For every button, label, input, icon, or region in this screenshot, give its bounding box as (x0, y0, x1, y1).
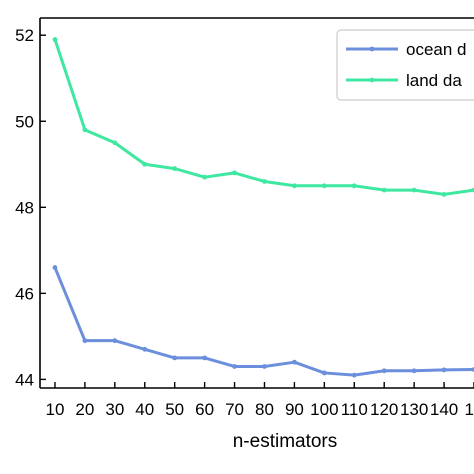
x-tick-label: 140 (430, 400, 458, 419)
data-point (82, 127, 88, 133)
x-tick-label: 30 (105, 400, 124, 419)
data-point (471, 367, 474, 372)
x-tick-label: 80 (255, 400, 274, 419)
x-tick-label: 90 (285, 400, 304, 419)
data-point (262, 364, 267, 369)
data-point (471, 187, 474, 193)
data-point (52, 37, 58, 42)
data-point (441, 367, 447, 373)
data-point (381, 187, 387, 193)
data-point (172, 355, 178, 361)
data-point (232, 170, 237, 176)
x-tick-label: 20 (75, 400, 94, 419)
data-point (52, 265, 58, 270)
y-tick-label: 50 (15, 112, 34, 131)
y-ticks: 44 46 48 50 52 (15, 26, 46, 389)
y-tick-label: 44 (15, 370, 34, 389)
x-tick-label: 50 (165, 400, 184, 419)
x-tick-label: 60 (195, 400, 214, 419)
x-tick-label: 15 (465, 400, 474, 419)
data-point (112, 338, 118, 344)
data-point (202, 355, 208, 361)
data-point (321, 183, 327, 189)
data-point (292, 359, 297, 365)
data-point (142, 346, 148, 352)
legend: ocean d land da (336, 29, 474, 101)
x-tick-label: 70 (225, 400, 244, 419)
axes (39, 17, 474, 389)
data-point (232, 364, 237, 369)
data-point (172, 166, 178, 171)
x-tick-label: 120 (370, 400, 398, 419)
x-tick-label: 130 (400, 400, 428, 419)
data-point (82, 338, 88, 344)
data-point (411, 368, 417, 374)
data-point (411, 187, 417, 193)
data-point (351, 183, 357, 189)
y-tick-label: 46 (15, 284, 34, 303)
data-point (441, 191, 447, 197)
data-point (142, 161, 148, 167)
x-tick-label: 10 (46, 400, 65, 419)
data-point (262, 179, 267, 184)
data-point (202, 174, 208, 180)
legend-marker-ocean (369, 46, 375, 52)
x-tick-label: 40 (135, 400, 154, 419)
y-tick-label: 48 (15, 198, 34, 217)
data-point (321, 370, 327, 376)
data-point (351, 372, 357, 378)
x-axis-title: n-estimators (233, 431, 338, 452)
y-tick-label: 52 (15, 26, 34, 45)
data-point (112, 140, 118, 146)
legend-marker-land (369, 77, 375, 83)
legend-label-land: land da (406, 71, 462, 90)
x-tick-label: 100 (310, 400, 338, 419)
data-point (381, 368, 387, 374)
legend-label-ocean: ocean d (406, 40, 467, 59)
x-tick-label: 110 (341, 400, 368, 419)
plot-lines (52, 37, 474, 378)
data-point (292, 183, 297, 189)
